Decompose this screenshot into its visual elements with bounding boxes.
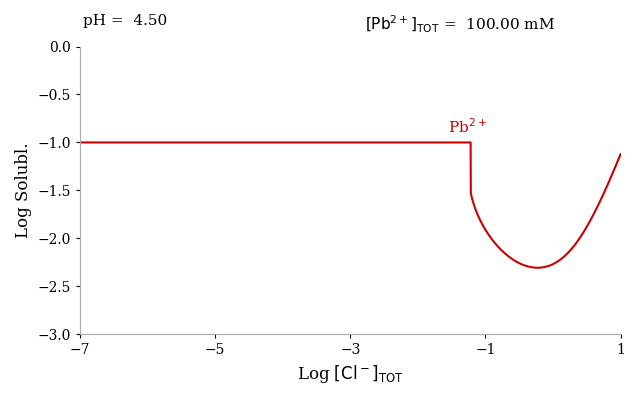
Text: pH =  4.50: pH = 4.50	[83, 14, 168, 28]
Text: $[\mathrm{Pb}^{2+}]_\mathrm{TOT}$ =  100.00 mM: $[\mathrm{Pb}^{2+}]_\mathrm{TOT}$ = 100.…	[365, 14, 555, 35]
X-axis label: Log $[\mathrm{Cl}^-]_\mathrm{TOT}$: Log $[\mathrm{Cl}^-]_\mathrm{TOT}$	[297, 363, 404, 385]
Text: Pb$^{2+}$: Pb$^{2+}$	[448, 117, 487, 136]
Y-axis label: Log Solubl.: Log Solubl.	[15, 143, 32, 238]
